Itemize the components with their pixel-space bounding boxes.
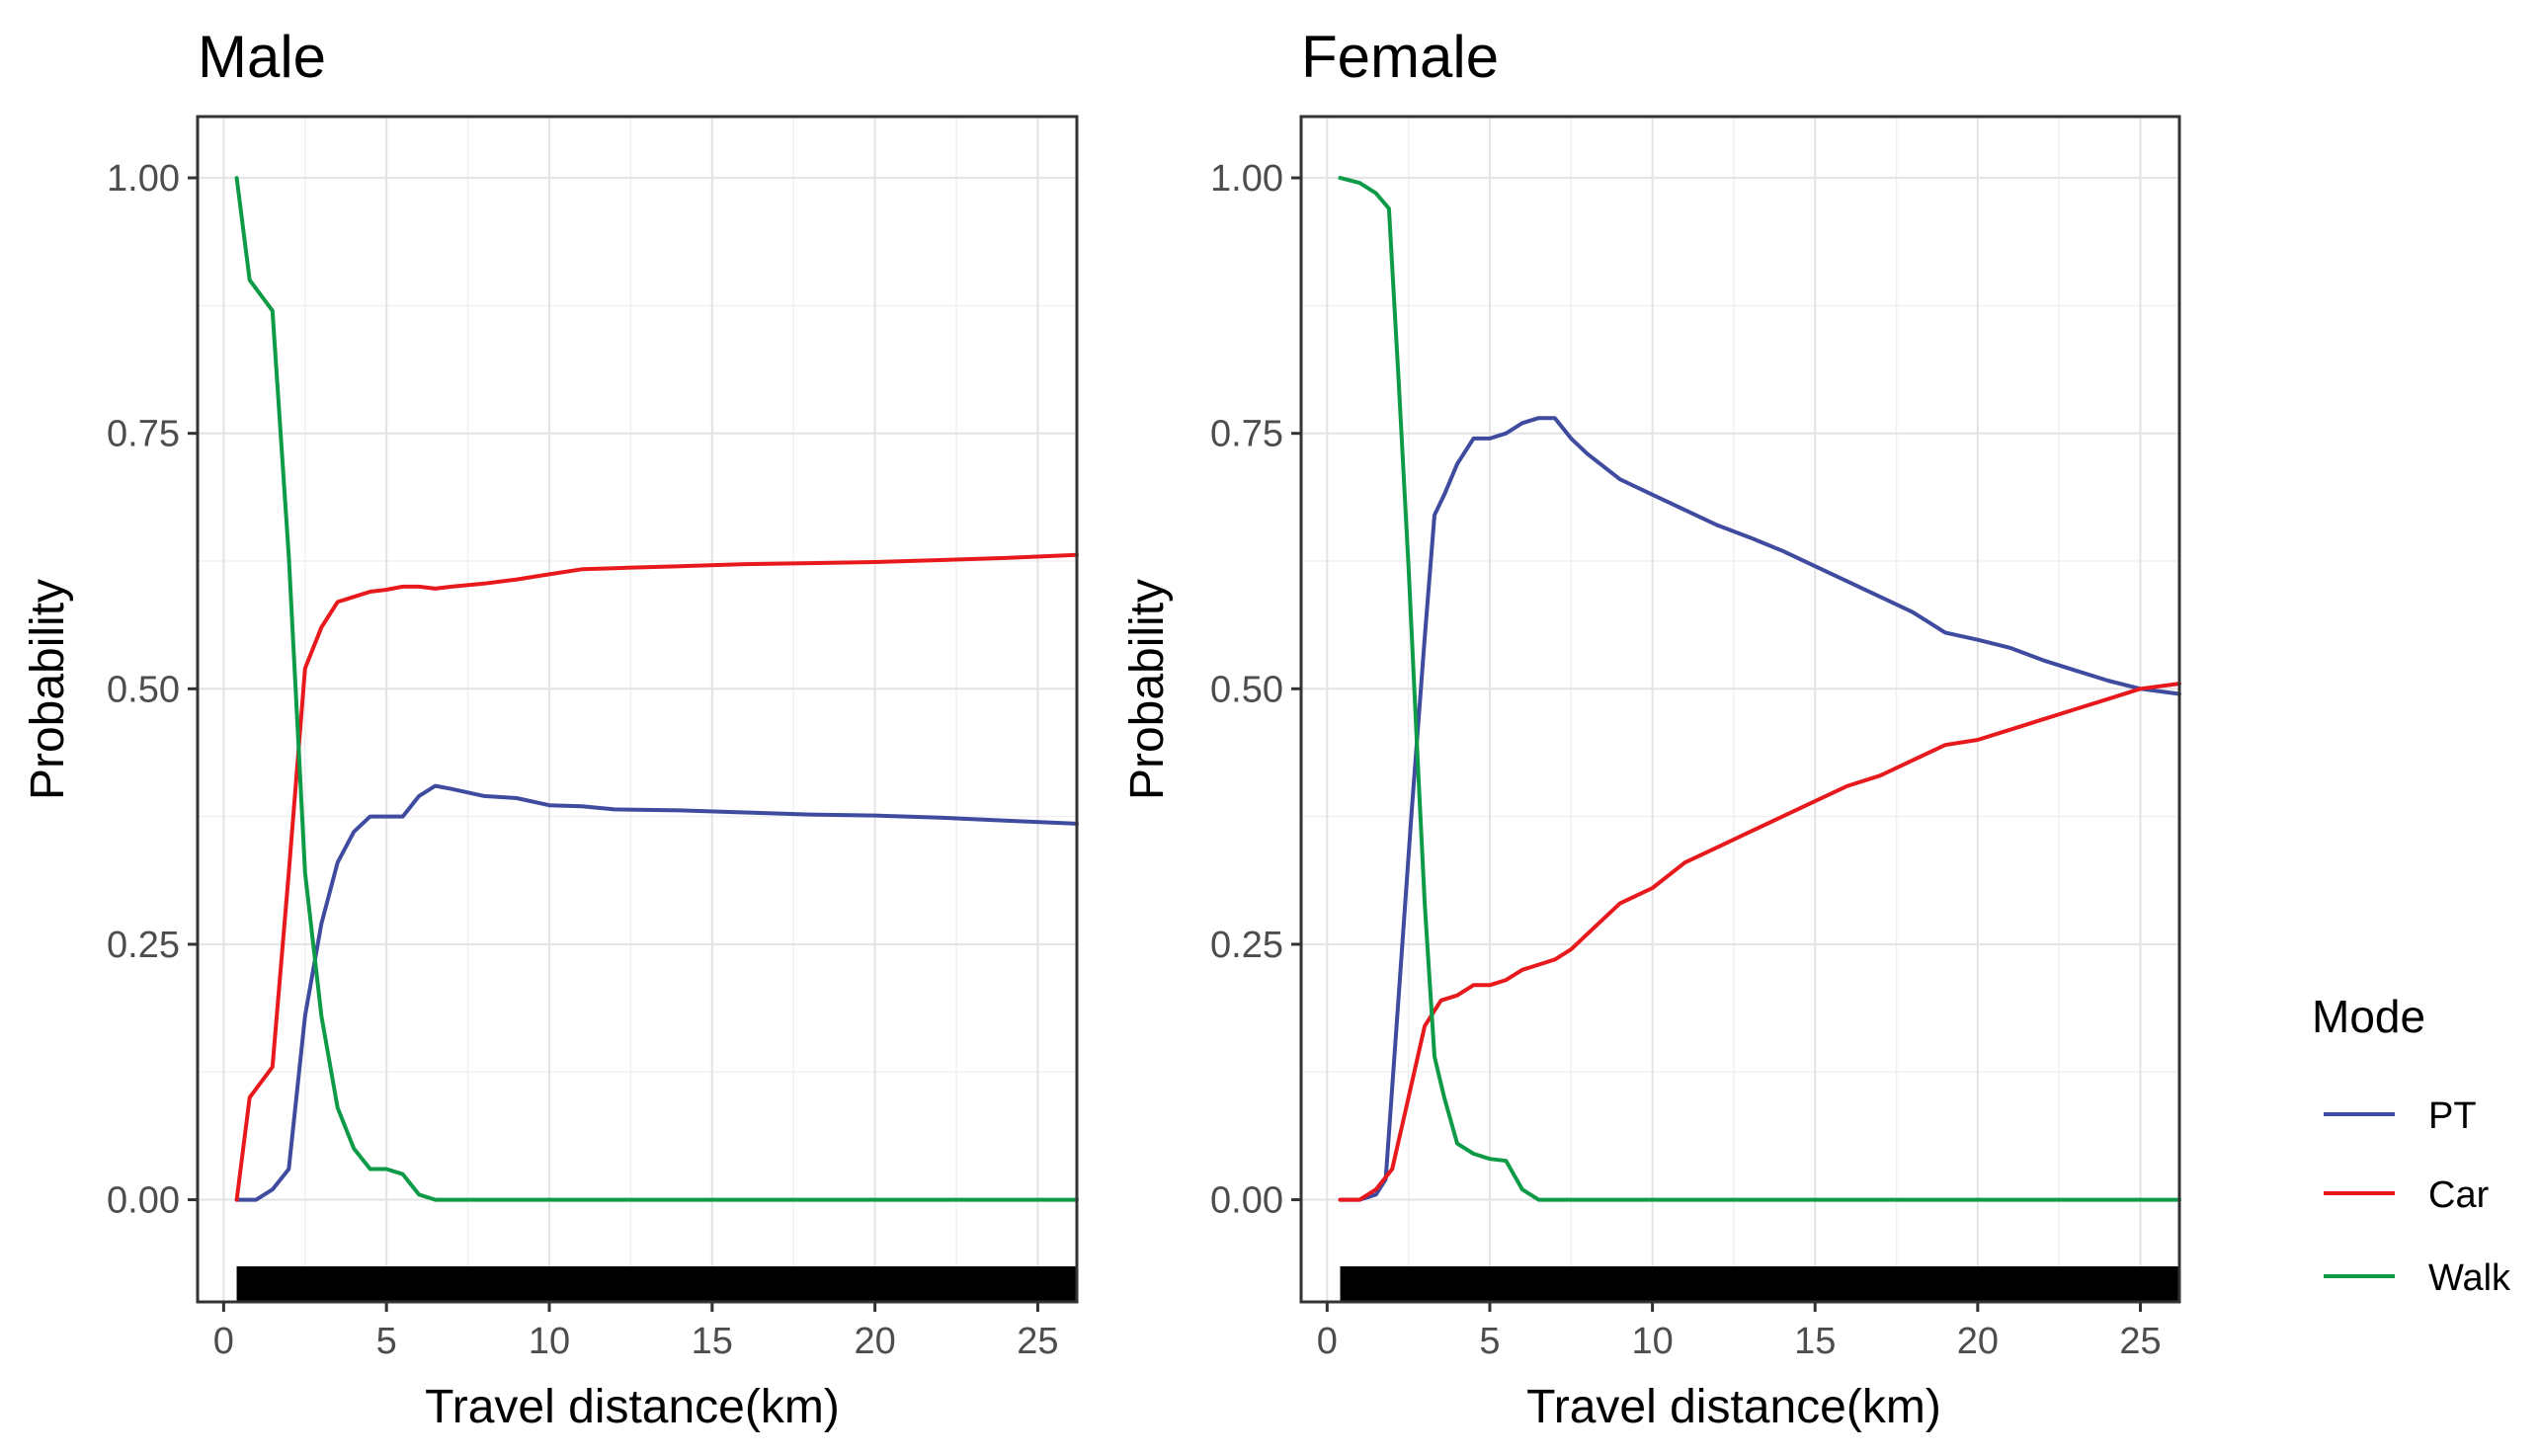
x-tick-label: 20 <box>1957 1321 1999 1362</box>
series-line-pt <box>1338 416 2181 1202</box>
series-line-walk <box>234 176 1079 1202</box>
panel-female: Female Probability Travel distance(km) 0… <box>1121 24 2181 1433</box>
y-tick-label: 0.00 <box>107 1180 180 1222</box>
y-tick-label: 1.00 <box>1210 158 1283 200</box>
x-axis-title: Travel distance(km) <box>1526 1381 1941 1433</box>
panel-title: Female <box>1301 24 1499 90</box>
series-lines <box>234 176 1079 1202</box>
x-axis-title: Travel distance(km) <box>425 1381 840 1433</box>
legend-label-pt: PT <box>2428 1095 2477 1137</box>
x-axis: 0 5 10 15 20 25 <box>1317 1302 2162 1362</box>
y-tick-label: 0.50 <box>107 669 180 710</box>
x-tick-label: 20 <box>854 1321 895 1362</box>
y-tick-label: 0.25 <box>107 925 180 966</box>
y-tick-label: 0.75 <box>1210 414 1283 455</box>
rug <box>1340 1266 2179 1302</box>
series-line-car <box>234 552 1079 1202</box>
plot-border <box>196 115 1079 1304</box>
x-tick-label: 5 <box>376 1321 397 1362</box>
y-tick-label: 1.00 <box>107 158 180 200</box>
y-axis-title: Probability <box>22 579 74 800</box>
x-tick-label: 25 <box>1017 1321 1058 1362</box>
legend-item-walk: Walk <box>2324 1257 2511 1299</box>
y-tick-label: 0.50 <box>1210 669 1283 710</box>
legend-item-car: Car <box>2324 1174 2490 1216</box>
series-line-pt <box>234 783 1079 1202</box>
series-lines <box>1338 176 2181 1202</box>
rug-marks <box>1340 1266 2179 1302</box>
x-axis: 0 5 10 15 20 25 <box>213 1302 1059 1362</box>
legend-title: Mode <box>2312 991 2425 1042</box>
x-tick-label: 10 <box>1631 1321 1673 1362</box>
y-axis: 0.00 0.25 0.50 0.75 1.00 <box>107 158 198 1222</box>
x-tick-label: 10 <box>529 1321 570 1362</box>
legend-label-walk: Walk <box>2428 1257 2511 1299</box>
x-tick-label: 15 <box>1794 1321 1836 1362</box>
y-tick-label: 0.00 <box>1210 1180 1283 1222</box>
panel-male: Male Probability Travel distance(km) 0 5 1… <box>22 24 1079 1433</box>
x-tick-label: 5 <box>1479 1321 1500 1362</box>
x-tick-label: 0 <box>213 1321 234 1362</box>
panel-title: Male <box>198 24 326 90</box>
plot-border <box>1299 115 2181 1304</box>
y-tick-label: 0.75 <box>107 414 180 455</box>
x-tick-label: 0 <box>1317 1321 1338 1362</box>
rug <box>236 1266 1078 1302</box>
legend-label-car: Car <box>2428 1174 2490 1216</box>
y-axis-title: Probability <box>1121 579 1174 800</box>
x-tick-label: 25 <box>2119 1321 2161 1362</box>
x-tick-label: 15 <box>692 1321 733 1362</box>
legend: Mode PT Car Walk <box>2312 991 2511 1299</box>
legend-item-pt: PT <box>2324 1095 2477 1137</box>
series-line-walk <box>1338 176 2181 1202</box>
rug-marks <box>236 1266 1078 1302</box>
y-axis: 0.00 0.25 0.50 0.75 1.00 <box>1210 158 1301 1222</box>
y-tick-label: 0.25 <box>1210 925 1283 966</box>
